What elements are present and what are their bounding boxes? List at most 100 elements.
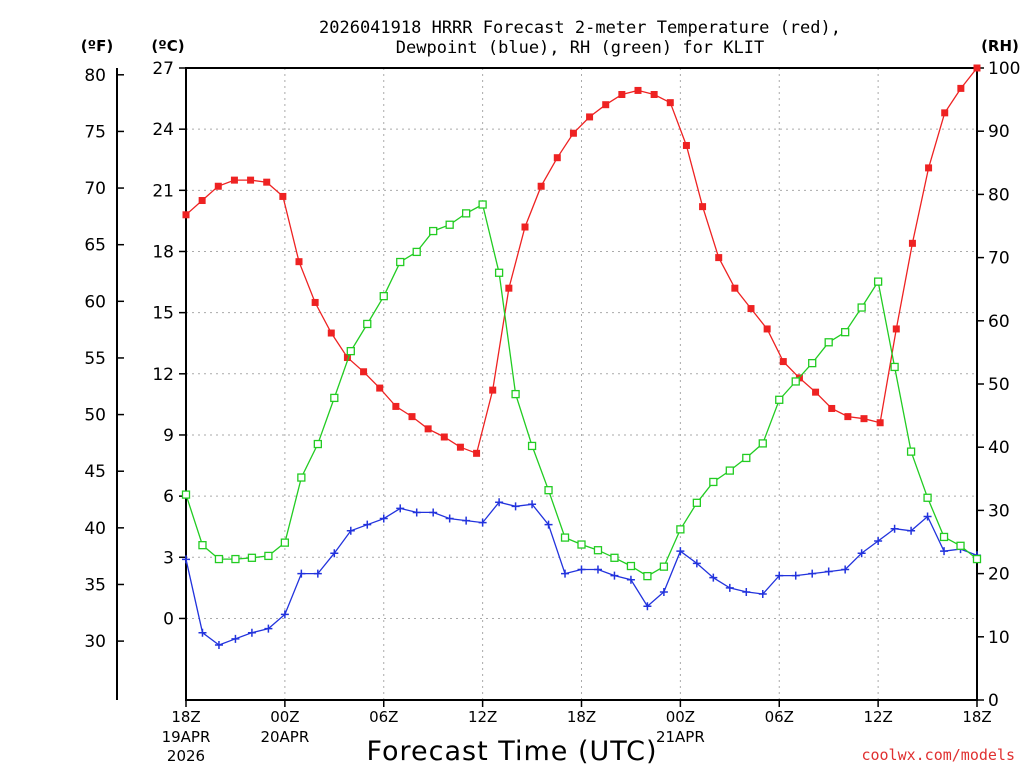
dewpoint-point [890, 524, 899, 533]
rh-tick-label: 100 [988, 59, 1020, 79]
rh-point [890, 362, 899, 372]
temperature-point [812, 388, 820, 396]
rh-point [198, 541, 207, 550]
rh-point [461, 209, 471, 218]
celsius-tick-label: 21 [152, 181, 174, 201]
fahrenheit-tick-label: 45 [84, 462, 106, 482]
temperature-point [828, 404, 836, 412]
temperature-point [376, 384, 384, 392]
rh-point [758, 439, 767, 448]
temperature-point [247, 176, 255, 184]
x-tick-date: 21APR [656, 728, 705, 746]
credit-link[interactable]: coolwx.com/models [861, 746, 1015, 764]
rh-point [676, 525, 685, 534]
temperature-point [941, 109, 949, 117]
dewpoint-point [412, 508, 421, 517]
temperature-point [957, 84, 965, 92]
dewpoint-point [495, 498, 504, 507]
x-tick-label: 18Z [171, 708, 200, 726]
rh-point [560, 533, 570, 542]
rh-point [214, 554, 224, 564]
x-tick-label: 12Z [468, 708, 497, 726]
rh-point [659, 562, 669, 571]
dewpoint-point [379, 514, 388, 523]
rh-point [873, 277, 883, 286]
temperature-point [182, 211, 190, 219]
rh-point [181, 490, 191, 499]
rh-point [379, 292, 388, 301]
rh-point [445, 220, 454, 229]
dewpoint-point [346, 526, 355, 535]
dewpoint-point [528, 500, 537, 509]
temperature-point [473, 449, 481, 457]
rh-tick-label: 20 [988, 565, 1010, 585]
dewpoint-point [544, 520, 553, 529]
fahrenheit-tick-label: 50 [84, 406, 106, 426]
temperature-point [263, 178, 271, 186]
rh-point [626, 561, 636, 571]
rh-tick-label: 10 [988, 628, 1010, 648]
temperature-point [327, 329, 335, 337]
dewpoint-point [396, 504, 405, 513]
x-tick-year: 2026 [167, 747, 205, 765]
dewpoint-point [742, 587, 751, 596]
rh-point [297, 473, 306, 482]
x-tick-date: 20APR [260, 728, 309, 746]
temperature-point [569, 129, 577, 137]
temperature-point [408, 413, 416, 421]
dewpoint-point [297, 569, 306, 578]
dewpoint-point [923, 512, 932, 521]
rh-point [808, 358, 817, 368]
temperature-point [230, 176, 238, 184]
temperature-point [876, 419, 884, 427]
rh-point [725, 466, 734, 475]
celsius-tick-label: 15 [152, 304, 174, 324]
fahrenheit-unit-label: (ºF) [81, 37, 113, 55]
temperature-point [699, 203, 707, 211]
celsius-tick-label: 6 [163, 487, 174, 507]
rh-point [824, 338, 833, 347]
temperature-point [214, 182, 222, 190]
temperature-point [634, 86, 642, 94]
rh-point [857, 303, 866, 312]
temperature-point [311, 298, 319, 306]
dewpoint-point [429, 508, 438, 517]
dewpoint-point [626, 575, 635, 584]
temperature-point [925, 164, 933, 172]
temperature-point [553, 154, 561, 162]
rh-point [972, 554, 982, 564]
fahrenheit-tick-label: 65 [84, 236, 106, 256]
dewpoint-point [478, 518, 487, 527]
rh-point [478, 200, 487, 209]
dewpoint-point [462, 516, 471, 525]
rh-point [841, 328, 850, 337]
temperature-point [844, 413, 852, 421]
temperature-point [295, 258, 303, 266]
rh-point [923, 493, 932, 502]
rh-point [363, 319, 372, 329]
rh-tick-label: 60 [988, 312, 1010, 332]
temperature-point [602, 101, 610, 109]
rh-point [412, 247, 421, 257]
dewpoint-point [593, 565, 602, 574]
celsius-tick-label: 12 [152, 365, 174, 385]
dewpoint-point [445, 514, 454, 523]
dewpoint-point [725, 583, 734, 592]
dewpoint-point [280, 610, 289, 619]
temperature-point [763, 325, 771, 333]
rh-tick-label: 0 [988, 691, 999, 711]
rh-point [791, 377, 800, 386]
fahrenheit-tick-label: 35 [84, 575, 106, 595]
rh-tick-label: 50 [988, 375, 1010, 395]
dewpoint-point [692, 559, 701, 568]
temperature-point [908, 239, 916, 247]
rh-point [346, 346, 355, 356]
temperature-point [715, 254, 723, 262]
x-tick-label: 18Z [962, 708, 991, 726]
temperature-point [392, 402, 400, 410]
temperature-point [731, 284, 739, 292]
dewpoint-point [231, 634, 240, 643]
fahrenheit-tick-label: 80 [84, 66, 106, 86]
temperature-point [973, 64, 981, 72]
